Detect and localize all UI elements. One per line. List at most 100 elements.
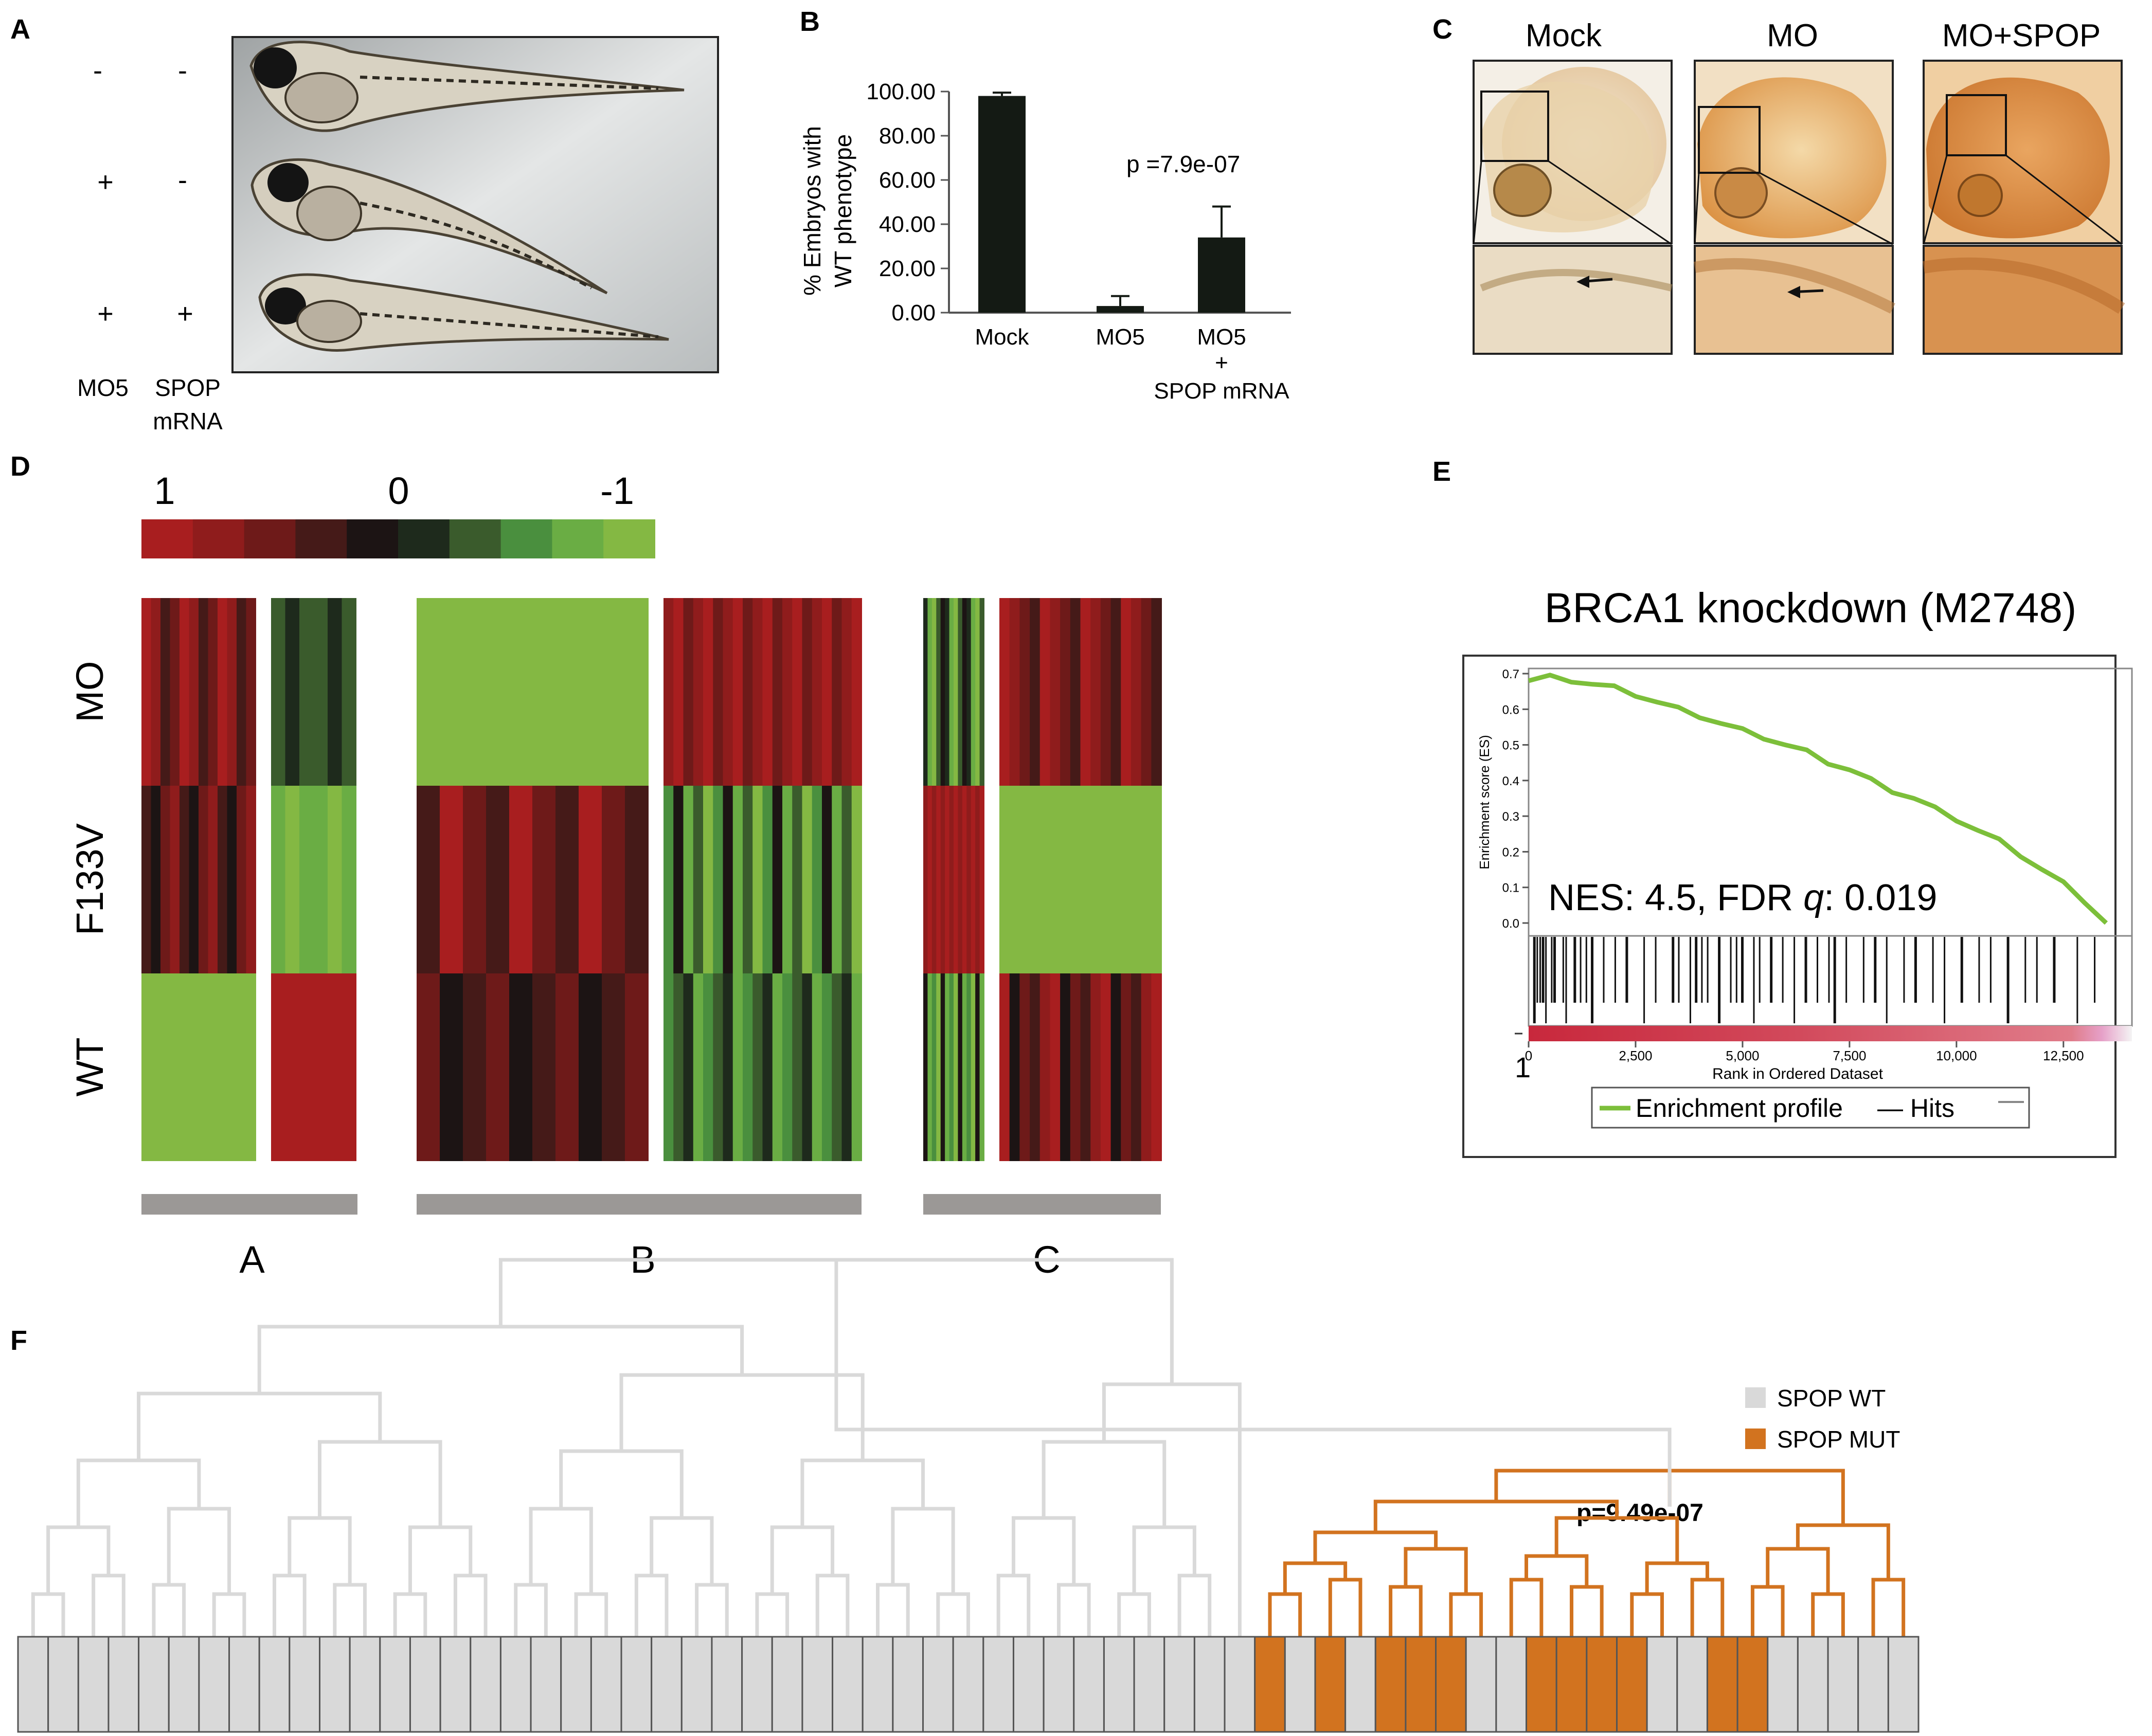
xlabel-spop-line2: mRNA [153, 408, 223, 435]
d-heat-cell-101 [832, 598, 842, 786]
d-heat-cell-20 [218, 786, 228, 973]
d-heat-cell-187 [1009, 598, 1020, 786]
f-sample-50 [1526, 1636, 1557, 1733]
f-sample-35 [1073, 1636, 1105, 1733]
f-sample-43 [1314, 1636, 1347, 1733]
e-x-tick-1: 1 [1515, 1051, 1531, 1083]
f-sample-28 [862, 1636, 894, 1733]
f-sample-19 [590, 1636, 622, 1733]
f-branch-15 [936, 1592, 970, 1637]
d-heat-cell-120 [822, 786, 833, 973]
f-sample-38 [1163, 1636, 1195, 1733]
d-heat-cell-39 [313, 598, 328, 786]
f-sample-36 [1103, 1636, 1135, 1733]
f-branch-7 [453, 1574, 488, 1637]
d-heat-cell-37 [285, 598, 300, 786]
panel-label-a: A [10, 14, 30, 45]
d-heat-cell-103 [851, 598, 862, 786]
f-sample-41 [1254, 1636, 1286, 1733]
f-sample-48 [1465, 1636, 1497, 1733]
d-heat-cell-44 [299, 786, 314, 973]
f-sample-31 [952, 1636, 984, 1733]
d-heat-cell-66 [463, 786, 487, 973]
f-sample-57 [1736, 1636, 1769, 1733]
d-heat-cell-223 [1050, 973, 1061, 1161]
d-heat-cell-64 [417, 786, 440, 973]
d-scale-cell-1 [192, 519, 245, 558]
e-x-tick-label-1: 2,500 [1619, 1048, 1652, 1063]
c-title-mo: MO [1767, 18, 1818, 53]
d-heat-cell-60 [555, 598, 579, 786]
d-heat-cell-123 [851, 786, 862, 973]
d-scale-label-1: 1 [154, 469, 175, 512]
d-heat-cell-124 [663, 973, 674, 1161]
d-heat-cell-86 [683, 598, 694, 786]
d-heat-cell-172 [923, 973, 928, 1161]
d-scale-cell-6 [449, 519, 501, 558]
d-heat-cell-74 [417, 973, 440, 1161]
d-heat-cell-146 [931, 598, 937, 786]
d-heat-cell-45 [313, 786, 328, 973]
d-scale-cell-0 [141, 519, 193, 558]
d-heat-cell-34 [237, 973, 247, 1161]
d-heat-cell-47 [342, 786, 356, 973]
d-heat-cell-133 [752, 973, 763, 1161]
d-heat-cell-59 [532, 598, 556, 786]
f-branch-33 [800, 1458, 925, 1527]
d-heat-cell-61 [579, 598, 602, 786]
panel-e-gsea-plot: BRCA1 knockdown (M2748) Enrichment score… [1462, 585, 2133, 1158]
d-heat-cell-202 [999, 786, 1010, 973]
e-ylabel: Enrichment score (ES) [1477, 735, 1492, 870]
d-heat-cell-189 [1030, 598, 1041, 786]
f-branch-61 [834, 1260, 1672, 1507]
f-sample-25 [771, 1636, 803, 1733]
f-sample-37 [1133, 1636, 1165, 1733]
d-heat-cell-184 [975, 973, 980, 1161]
d-heat-cell-27 [170, 973, 180, 1161]
d-scale-cell-5 [398, 519, 450, 558]
f-sample-13 [409, 1636, 441, 1733]
d-heat-cell-9 [227, 598, 237, 786]
f-sample-22 [680, 1636, 713, 1733]
d-scale-label-0: 0 [388, 469, 409, 512]
d-heat-cell-178 [949, 973, 954, 1161]
c-title-mock: Mock [1526, 18, 1602, 53]
d-heat-cell-121 [832, 786, 842, 973]
d-heat-cell-190 [1039, 598, 1051, 786]
f-sample-45 [1374, 1636, 1407, 1733]
f-sample-59 [1797, 1636, 1829, 1733]
d-color-scale [141, 519, 655, 558]
d-heat-cell-170 [975, 786, 980, 973]
d-heat-cell-4 [180, 598, 190, 786]
f-branch-8 [514, 1583, 548, 1637]
e-y-tick-label-7: 0.7 [1502, 667, 1519, 681]
d-heat-cell-213 [1110, 786, 1122, 973]
d-heat-cell-102 [841, 598, 852, 786]
d-heat-cell-8 [218, 598, 228, 786]
d-heat-cell-153 [962, 598, 967, 786]
d-heat-cell-193 [1070, 598, 1081, 786]
d-heat-cell-173 [927, 973, 932, 1161]
e-legend-hits: — Hits [1877, 1094, 1954, 1123]
d-heat-cell-94 [762, 598, 773, 786]
f-branch-21 [167, 1507, 231, 1594]
e-legend [1591, 1087, 2030, 1129]
d-heat-cell-196 [1100, 598, 1111, 786]
e-x-tick-label-0: 0 [1525, 1048, 1532, 1063]
d-heat-cell-2 [160, 598, 171, 786]
d-heat-cell-30 [199, 973, 209, 1161]
f-sample-33 [1012, 1636, 1045, 1733]
d-heat-cell-78 [509, 973, 533, 1161]
f-branch-45 [1570, 1585, 1604, 1637]
row2-spop-sign: - [178, 165, 187, 195]
e-stats: NES: 4.5, FDR q: 0.019 [1548, 877, 1937, 918]
panel-c-embryo-images: Mock MO MO+SPOP [1473, 18, 2125, 355]
f-branch-16 [996, 1574, 1031, 1637]
d-heat-cell-58 [509, 598, 533, 786]
b-category-labels: Mock MO5 MO5+SPOP mRNA [975, 324, 1289, 404]
d-heat-cell-143 [851, 973, 862, 1161]
f-sample-5 [168, 1636, 200, 1733]
f-legend-mut: SPOP MUT [1777, 1426, 1900, 1453]
d-heatmap-cells [141, 598, 1162, 1161]
f-branch-3 [212, 1592, 246, 1637]
